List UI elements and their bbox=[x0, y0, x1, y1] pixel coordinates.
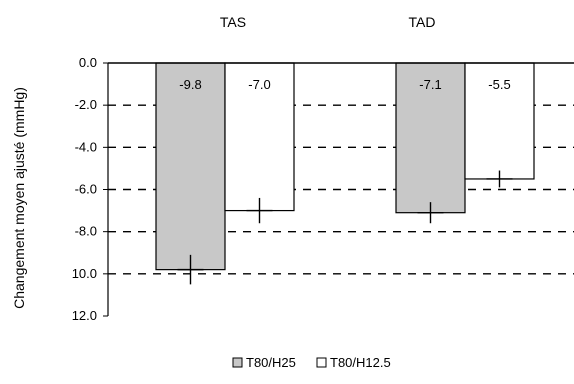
y-tick-label: -6.0 bbox=[75, 182, 97, 197]
legend-swatch bbox=[316, 357, 327, 368]
legend-label: T80/H25 bbox=[246, 355, 296, 370]
bar-t80-h25-tas bbox=[155, 62, 226, 271]
data-label: -7.0 bbox=[248, 77, 270, 92]
y-axis-title: Changement moyen ajusté (mmHg) bbox=[11, 87, 27, 309]
y-tick-label: 12.0 bbox=[72, 308, 97, 323]
legend-swatch bbox=[232, 357, 243, 368]
data-label: -9.8 bbox=[179, 77, 201, 92]
y-tick-label: 0.0 bbox=[79, 55, 97, 70]
category-label: TAD bbox=[409, 14, 436, 30]
axes bbox=[103, 62, 574, 317]
legend-label: T80/H12.5 bbox=[330, 355, 391, 370]
data-label: -7.1 bbox=[419, 77, 441, 92]
legend: T80/H25 T80/H12.5 bbox=[232, 355, 391, 370]
y-tick-label: -8.0 bbox=[75, 224, 97, 239]
y-tick-label: 10.0 bbox=[72, 266, 97, 281]
labels: 0.0 -2.0 -4.0 -6.0 -8.0 10.0 12.0 -9.8 -7.1 -7.0 -… bbox=[11, 14, 511, 323]
category-label: TAS bbox=[220, 14, 246, 30]
bar-t80-h25-tad bbox=[395, 62, 466, 214]
y-tick-label: -4.0 bbox=[75, 139, 97, 154]
data-label: -5.5 bbox=[488, 77, 510, 92]
bars bbox=[155, 62, 535, 285]
bar-t80-h12-5-tas bbox=[224, 62, 295, 212]
y-tick-label: -2.0 bbox=[75, 97, 97, 112]
